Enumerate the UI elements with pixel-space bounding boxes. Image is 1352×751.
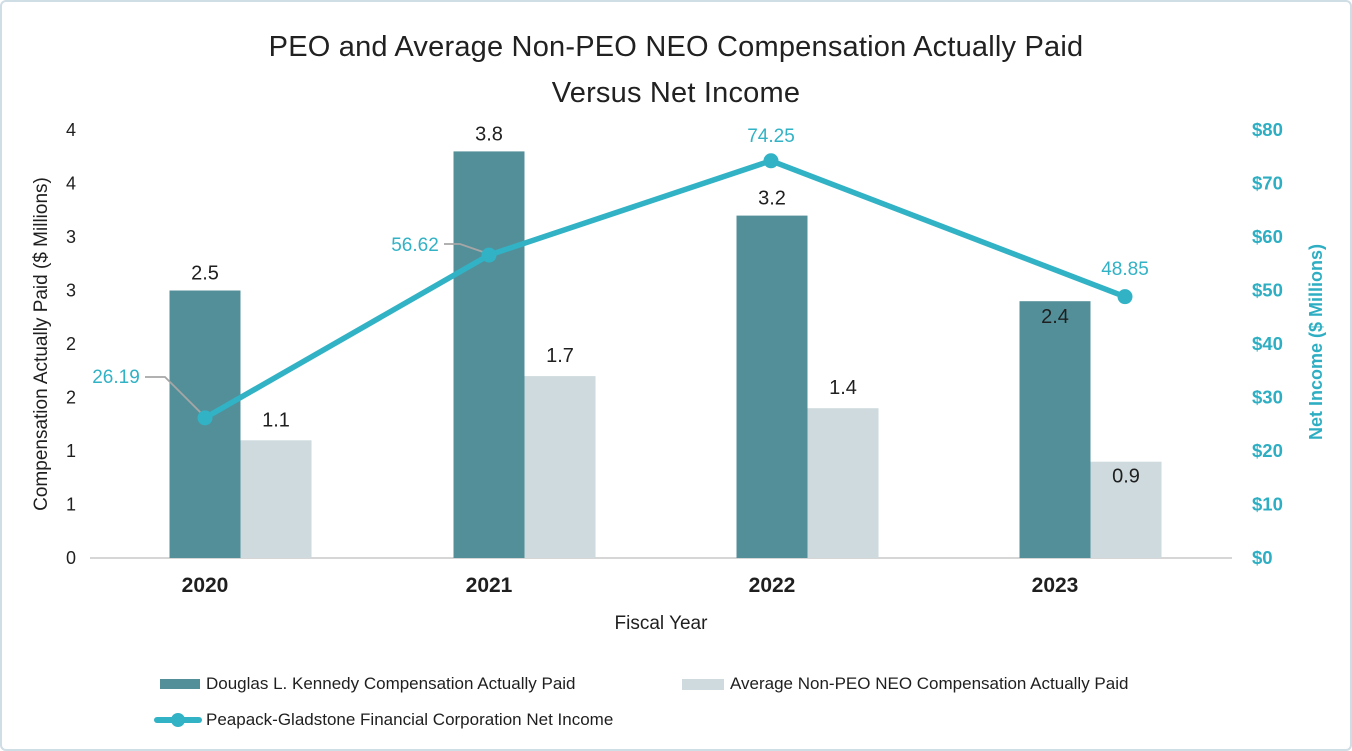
peo-bar-value-label: 2.5 (191, 263, 219, 285)
left-axis-tick-label: 1 (66, 441, 76, 461)
value-label-callout-line (145, 376, 203, 415)
x-axis-category-label: 2020 (182, 574, 229, 597)
net-income-line (202, 158, 1128, 421)
peo-compensation-bar (1019, 301, 1091, 558)
chart-title: PEO and Average Non-PEO NEO Compensation… (2, 24, 1350, 116)
net-income-point-marker (197, 410, 213, 426)
left-axis-tick-label: 4 (66, 174, 76, 194)
x-axis-title: Fiscal Year (614, 613, 708, 634)
neo-bar-value-label: 0.9 (1112, 466, 1140, 488)
net-income-value-label: 56.62 (391, 235, 439, 256)
left-axis-tick-label: 3 (66, 281, 76, 301)
peo-bar-value-label: 2.4 (1041, 306, 1069, 328)
neo-bar-value-label: 1.7 (546, 345, 574, 367)
x-axis-category-label: 2021 (466, 574, 513, 597)
peo-bar-value-label: 3.8 (475, 123, 503, 145)
right-axis-tick-label: $0 (1252, 547, 1273, 568)
chart-title-line2: Versus Net Income (551, 77, 801, 109)
right-axis-tick-label: $10 (1252, 494, 1283, 515)
chart-title-line1: PEO and Average Non-PEO NEO Compensation… (268, 31, 1084, 63)
right-axis-tick-label: $60 (1252, 226, 1283, 247)
net-income-value-label: 26.19 (92, 367, 140, 388)
net-income-point-marker (763, 153, 779, 169)
value-label-callout-line (444, 243, 487, 254)
left-axis-title: Compensation Actually Paid ($ Millions) (31, 177, 52, 511)
x-axis-category-label: 2022 (749, 574, 796, 597)
right-axis-tick-label: $80 (1252, 119, 1283, 140)
neo-compensation-bar (807, 408, 879, 558)
neo-bar-value-label: 1.4 (829, 377, 857, 399)
right-axis-tick-label: $30 (1252, 387, 1283, 408)
right-axis-tick-label: $20 (1252, 440, 1283, 461)
peo-bar-value-label: 3.2 (758, 188, 786, 210)
neo-compensation-bar (1090, 461, 1162, 558)
right-axis-title: Net Income ($ Millions) (1306, 243, 1326, 441)
right-axis-tick-label: $40 (1252, 333, 1283, 354)
right-axis-tick-label: $70 (1252, 173, 1283, 194)
net-income-point-marker (481, 247, 497, 263)
net-income-value-label: 48.85 (1101, 259, 1149, 280)
left-axis-tick-label: 3 (66, 227, 76, 247)
left-axis-tick-label: 2 (66, 388, 76, 408)
neo-compensation-bar (524, 376, 596, 558)
left-axis-tick-label: 1 (66, 495, 76, 515)
neo-bar-value-label: 1.1 (262, 409, 290, 431)
x-axis-category-label: 2023 (1032, 574, 1079, 597)
left-axis-tick-label: 0 (66, 548, 76, 568)
net-income-point-marker (1117, 289, 1133, 305)
peo-compensation-bar (736, 215, 808, 558)
peo-compensation-bar (453, 151, 525, 558)
left-axis-tick-label: 4 (66, 120, 76, 140)
right-axis-tick-label: $50 (1252, 280, 1283, 301)
net-income-value-label: 74.25 (747, 126, 795, 147)
left-axis-tick-label: 2 (66, 334, 76, 354)
neo-compensation-bar (240, 440, 312, 558)
